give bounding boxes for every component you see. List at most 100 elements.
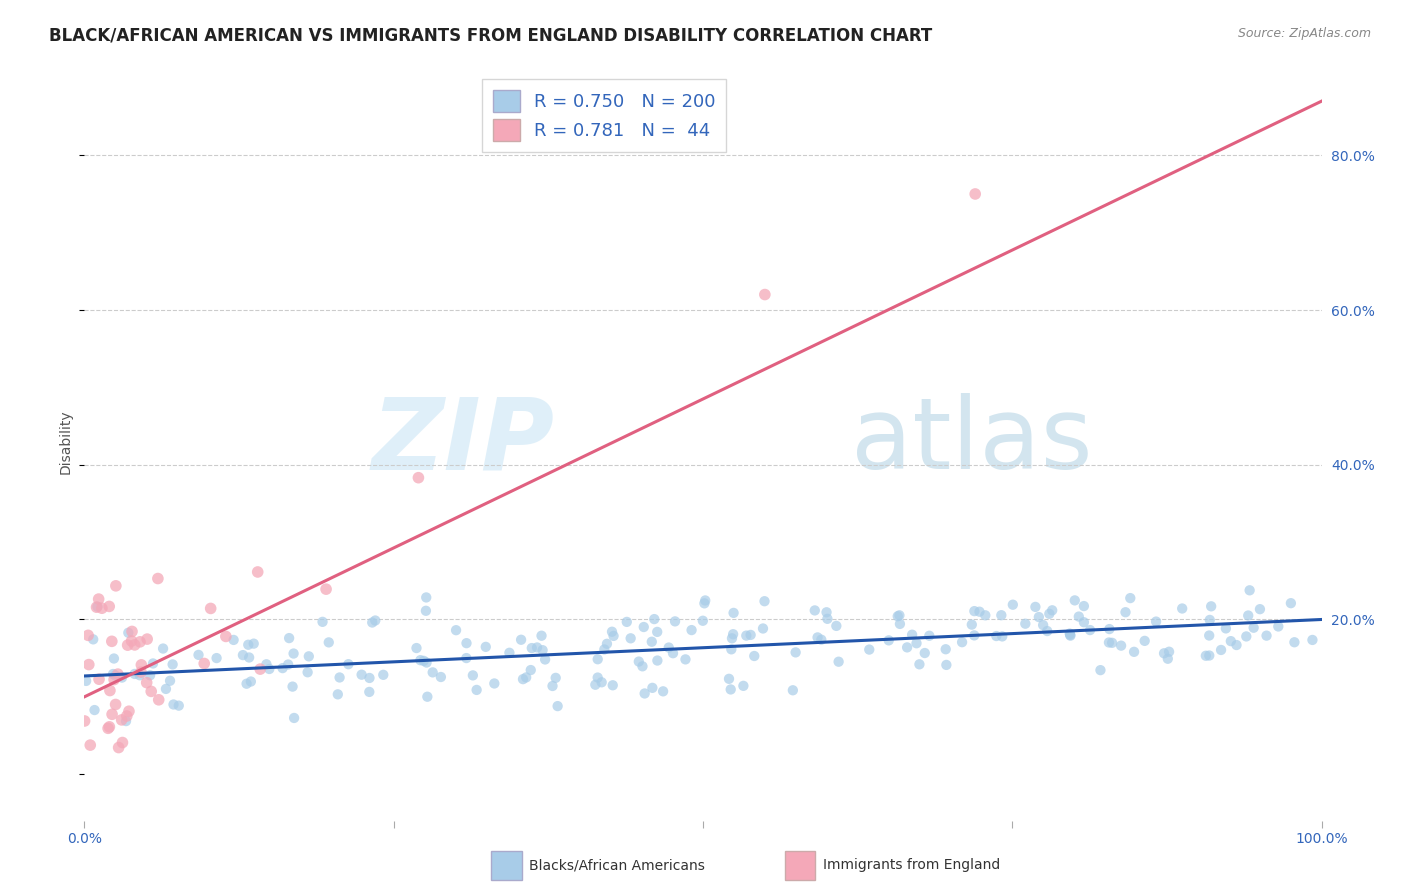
Point: [139, 668, 162, 682]
Point: [98, 720, 121, 734]
Point: [664, 615, 686, 629]
Point: [600, 624, 623, 639]
Point: [815, 605, 838, 619]
Point: [531, 643, 554, 657]
Point: [752, 622, 775, 636]
Point: [519, 663, 541, 677]
Point: [1284, 635, 1306, 649]
Point: [950, 635, 973, 649]
Point: [242, 637, 264, 651]
Point: [1119, 591, 1142, 606]
Text: Blacks/African Americans: Blacks/African Americans: [530, 858, 706, 872]
Point: [1198, 613, 1220, 627]
Point: [1063, 593, 1085, 607]
Point: [889, 616, 911, 631]
Point: [647, 654, 669, 668]
Point: [591, 675, 613, 690]
Point: [1279, 596, 1302, 610]
Point: [86, 599, 108, 614]
Point: [86, 600, 108, 615]
Point: [193, 657, 215, 671]
Point: [740, 628, 762, 642]
Point: [720, 642, 742, 657]
Point: [631, 659, 654, 673]
Point: [238, 638, 260, 652]
Point: [128, 668, 150, 682]
Point: [544, 671, 567, 685]
Point: [896, 640, 918, 655]
Point: [827, 655, 849, 669]
Point: [754, 287, 776, 301]
Point: [87, 672, 110, 686]
Point: [1171, 601, 1194, 615]
Point: [905, 636, 928, 650]
Point: [235, 677, 257, 691]
Point: [526, 640, 548, 655]
Point: [131, 657, 153, 672]
Point: [586, 671, 609, 685]
Point: [90, 601, 112, 615]
Point: [412, 654, 434, 668]
Point: [1209, 643, 1232, 657]
Point: [115, 709, 138, 723]
Point: [815, 612, 838, 626]
Point: [364, 614, 387, 628]
Point: [1157, 645, 1180, 659]
Point: [1028, 610, 1050, 624]
Point: [721, 632, 744, 646]
Point: [361, 615, 384, 630]
Point: [416, 690, 439, 704]
Point: [1199, 599, 1222, 614]
Point: [142, 657, 165, 671]
Point: [960, 617, 983, 632]
Point: [1032, 618, 1054, 632]
Point: [200, 601, 222, 615]
Point: [620, 632, 643, 646]
Point: [259, 662, 281, 676]
Point: [1239, 583, 1261, 598]
Point: [1001, 598, 1024, 612]
Point: [991, 629, 1014, 643]
Point: [415, 591, 437, 605]
Point: [111, 735, 134, 749]
Point: [215, 629, 238, 643]
Point: [1098, 635, 1121, 649]
Point: [908, 657, 931, 672]
Point: [1256, 629, 1278, 643]
Point: [616, 615, 638, 629]
Point: [1153, 646, 1175, 660]
Point: [281, 680, 304, 694]
Point: [278, 631, 301, 645]
Point: [465, 682, 488, 697]
Point: [641, 634, 664, 648]
Point: [103, 651, 125, 665]
Point: [742, 648, 765, 663]
Point: [135, 675, 157, 690]
Point: [1219, 634, 1241, 648]
Point: [239, 674, 262, 689]
Point: [117, 625, 139, 640]
Point: [238, 650, 260, 665]
Point: [1123, 645, 1146, 659]
Point: [520, 641, 543, 656]
Point: [82, 632, 104, 647]
Point: [1038, 607, 1060, 621]
Point: [914, 646, 936, 660]
Point: [634, 686, 657, 700]
Point: [806, 631, 828, 645]
Point: [98, 599, 121, 614]
Point: [350, 667, 373, 681]
Point: [695, 593, 717, 607]
Point: [641, 681, 664, 695]
Point: [359, 671, 381, 685]
Point: [1157, 652, 1180, 666]
Point: [901, 628, 924, 642]
Point: [1225, 638, 1247, 652]
Point: [101, 707, 124, 722]
Bar: [491, 851, 522, 880]
Point: [593, 642, 616, 657]
Point: [79, 738, 101, 752]
Point: [515, 670, 537, 684]
Point: [107, 740, 129, 755]
Point: [510, 632, 533, 647]
